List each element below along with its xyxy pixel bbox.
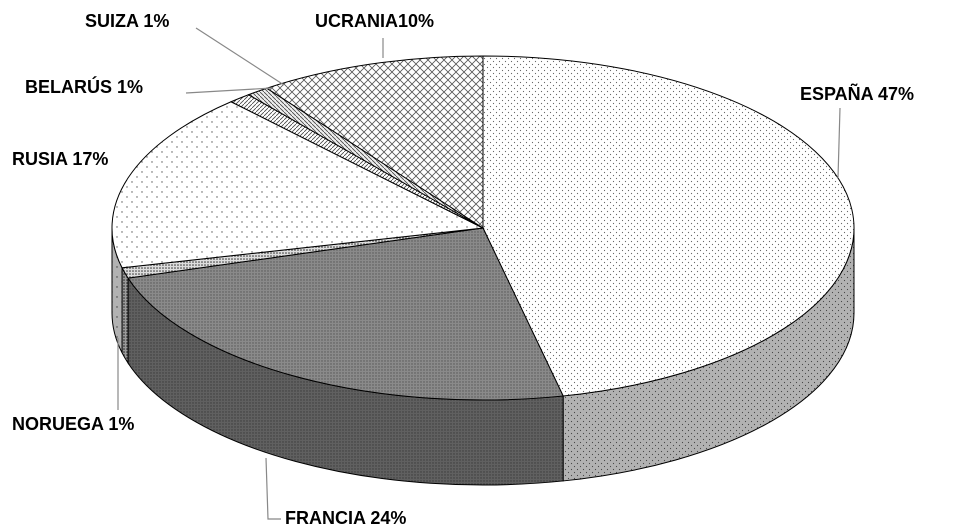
pie-side-shade xyxy=(122,267,129,364)
pie-side-shade xyxy=(112,228,123,353)
data-label: SUIZA 1% xyxy=(85,11,169,31)
pie-side-shade xyxy=(563,228,854,481)
leader-line xyxy=(195,27,285,86)
data-label: RUSIA 17% xyxy=(12,149,108,169)
data-label: FRANCIA 24% xyxy=(285,508,406,528)
leader-line xyxy=(837,107,841,179)
pie-side-shade xyxy=(128,278,564,486)
pie-slice xyxy=(482,55,855,397)
pie-slice xyxy=(111,101,485,269)
data-label: NORUEGA 1% xyxy=(12,414,134,434)
pie-slice xyxy=(127,227,564,401)
data-label: UCRANIA10% xyxy=(315,11,434,31)
data-label: BELARÚS 1% xyxy=(25,76,143,97)
leader-line xyxy=(185,87,273,94)
data-label: ESPAÑA 47% xyxy=(800,83,914,104)
pie-sides xyxy=(111,227,855,486)
pie-tops xyxy=(111,55,855,401)
labels: ESPAÑA 47% FRANCIA 24% NORUEGA 1% RUSIA 17%… xyxy=(12,11,914,528)
leader-line xyxy=(265,457,281,520)
